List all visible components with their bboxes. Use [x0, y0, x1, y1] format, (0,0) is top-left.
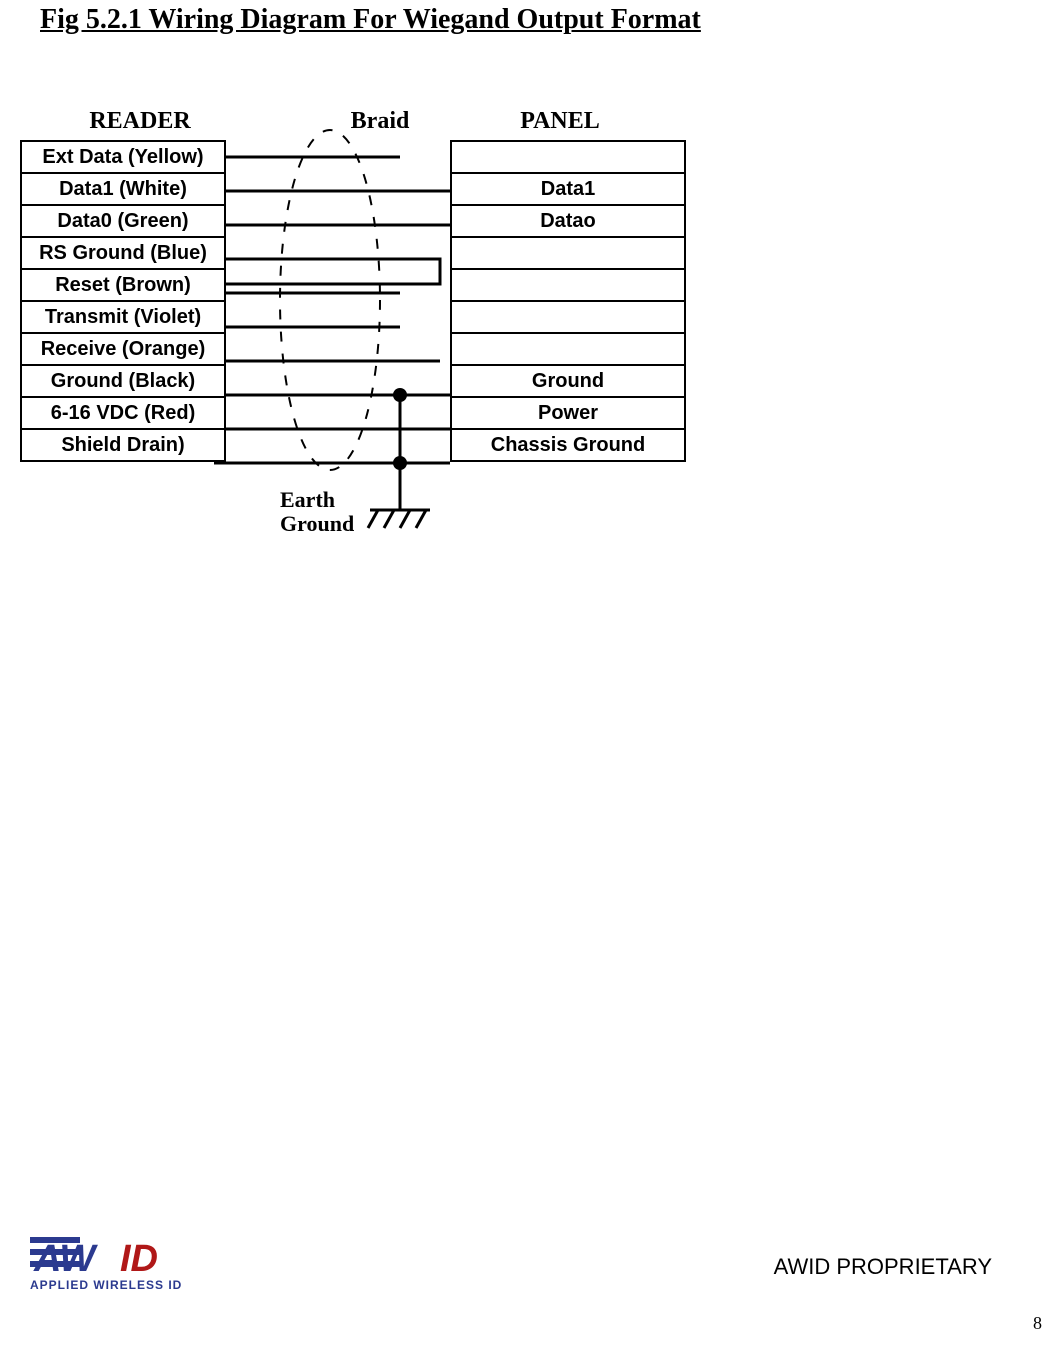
- logo-tagline: APPLIED WIRELESS ID: [30, 1278, 182, 1292]
- reader-cell: 6-16 VDC (Red): [21, 397, 225, 429]
- table-row: Ext Data (Yellow): [21, 141, 225, 173]
- table-row: [451, 333, 685, 365]
- svg-text:AW: AW: [33, 1238, 98, 1280]
- page-number: 8: [1033, 1313, 1042, 1334]
- earth-ground-text: Earth Ground: [280, 487, 354, 536]
- reader-cell: Data0 (Green): [21, 205, 225, 237]
- reader-cell: Receive (Orange): [21, 333, 225, 365]
- table-row: [451, 269, 685, 301]
- table-row: Data1: [451, 173, 685, 205]
- table-row: [451, 301, 685, 333]
- reader-cell: Shield Drain): [21, 429, 225, 461]
- reader-cell: Ground (Black): [21, 365, 225, 397]
- panel-cell: [451, 301, 685, 333]
- panel-cell: [451, 141, 685, 173]
- earth-ground-label: Earth Ground: [280, 488, 354, 536]
- reader-cell: Data1 (White): [21, 173, 225, 205]
- table-row: Ground: [451, 365, 685, 397]
- table-row: Transmit (Violet): [21, 301, 225, 333]
- panel-cell: Power: [451, 397, 685, 429]
- table-row: Receive (Orange): [21, 333, 225, 365]
- reader-table: Ext Data (Yellow) Data1 (White) Data0 (G…: [20, 140, 226, 462]
- reader-cell: RS Ground (Blue): [21, 237, 225, 269]
- table-row: Chassis Ground: [451, 429, 685, 461]
- table-row: Data1 (White): [21, 173, 225, 205]
- table-row: Ground (Black): [21, 365, 225, 397]
- table-row: Reset (Brown): [21, 269, 225, 301]
- table-row: 6-16 VDC (Red): [21, 397, 225, 429]
- awid-logo: AW ID APPLIED WIRELESS ID: [30, 1231, 230, 1300]
- panel-cell: [451, 269, 685, 301]
- table-row: Datao: [451, 205, 685, 237]
- panel-cell: Datao: [451, 205, 685, 237]
- table-row: [451, 141, 685, 173]
- panel-cell: Ground: [451, 365, 685, 397]
- panel-cell: Chassis Ground: [451, 429, 685, 461]
- table-row: RS Ground (Blue): [21, 237, 225, 269]
- reader-cell: Ext Data (Yellow): [21, 141, 225, 173]
- svg-text:ID: ID: [120, 1238, 158, 1280]
- panel-cell: Data1: [451, 173, 685, 205]
- table-row: Power: [451, 397, 685, 429]
- panel-cell: [451, 237, 685, 269]
- reader-cell: Reset (Brown): [21, 269, 225, 301]
- table-row: Data0 (Green): [21, 205, 225, 237]
- reader-cell: Transmit (Violet): [21, 301, 225, 333]
- panel-cell: [451, 333, 685, 365]
- footer-text: AWID PROPRIETARY: [774, 1254, 992, 1280]
- panel-table: Data1 Datao Ground Power Chassis Ground: [450, 140, 686, 462]
- table-row: [451, 237, 685, 269]
- table-row: Shield Drain): [21, 429, 225, 461]
